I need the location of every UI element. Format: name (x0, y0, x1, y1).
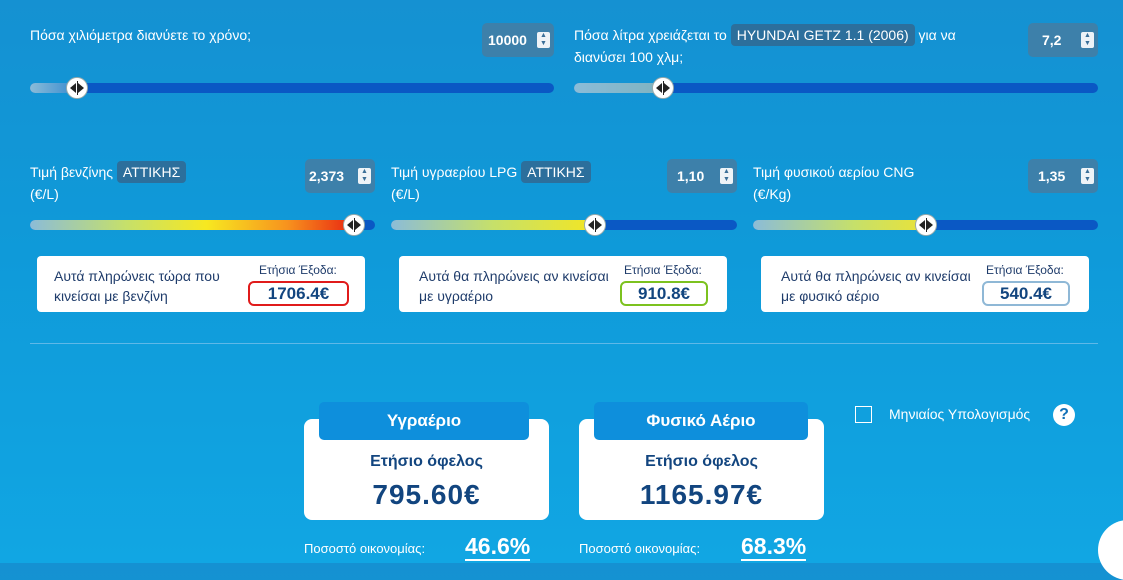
corner-decoration (1098, 520, 1123, 580)
lpg-unit: (€/L) (391, 186, 420, 202)
km-question: Πόσα χιλιόμετρα διανύετε το χρόνο; (30, 27, 251, 43)
petrol-cost-caption: Ετήσια Έξοδα: (259, 263, 337, 277)
cng-cost-amount: 540.4€ (982, 281, 1070, 306)
consumption-question-part3: διανύσει 100 χλμ; (574, 49, 684, 65)
lpg-cost-text: Αυτά θα πληρώνεις αν κινείσαι με υγραέρι… (419, 268, 609, 304)
cng-cost-card: Αυτά θα πληρώνεις αν κινείσαι με φυσικό … (761, 256, 1089, 312)
up-down-spinner-icon[interactable]: ▲ ▼ (1081, 168, 1094, 184)
car-model-chip: HYUNDAI GETZ 1.1 (2006) (730, 24, 915, 46)
petrol-cost-card: Αυτά πληρώνεις τώρα που κινείσαι με βενζ… (37, 256, 365, 312)
km-value: 10000 (488, 32, 527, 48)
cng-benefit-value: 1165.97€ (639, 479, 764, 510)
petrol-region-chip: ΑΤΤΙΚΗΣ (116, 161, 187, 183)
petrol-price-input[interactable]: 2,373 ▲ ▼ (305, 159, 375, 193)
cng-price-value: 1,35 (1038, 168, 1066, 184)
petrol-price-label: Τιμή βενζίνης ΑΤΤΙΚΗΣ (€/L) (30, 161, 187, 205)
lpg-savings-percent: 46.6% (465, 533, 531, 561)
consumption-input[interactable]: 7,2 ▲ ▼ (1028, 23, 1098, 57)
lpg-cost-caption: Ετήσια Έξοδα: (624, 263, 702, 277)
section-divider (30, 343, 1098, 344)
petrol-price-value: 2,373 (309, 168, 345, 184)
cng-benefit-title: Φυσικό Αέριο (594, 402, 808, 440)
lpg-savings-label: Ποσοστό οικονομίας: (304, 541, 426, 556)
km-input[interactable]: 10000 ▲ ▼ (482, 23, 554, 57)
cng-cost-caption: Ετήσια Έξοδα: (986, 263, 1064, 277)
lpg-price-value: 1,10 (677, 168, 705, 184)
slider-thumb-icon[interactable] (914, 214, 937, 236)
cng-savings-label: Ποσοστό οικονομίας: (579, 541, 701, 556)
petrol-unit: (€/L) (30, 186, 59, 202)
slider-thumb-icon[interactable] (343, 214, 366, 236)
slider-thumb-icon[interactable] (652, 77, 675, 99)
consumption-value: 7,2 (1042, 32, 1062, 48)
consumption-question-part2: για να (918, 27, 956, 43)
cng-price-label: Τιμή φυσικού αερίου CNG (€/Kg) (753, 161, 914, 205)
consumption-slider[interactable] (574, 77, 1098, 99)
lpg-price-label: Τιμή υγραερίου LPG ΑΤΤΙΚΗΣ (€/L) (391, 161, 591, 205)
slider-thumb-icon[interactable] (584, 214, 607, 236)
cng-savings-percent: 68.3% (741, 533, 807, 561)
up-down-spinner-icon[interactable]: ▲ ▼ (537, 32, 550, 48)
slider-thumb-icon[interactable] (66, 77, 89, 99)
cng-price-slider[interactable] (753, 214, 1098, 236)
lpg-benefit-subtitle: Ετήσιο όφελος (370, 453, 483, 470)
monthly-checkbox[interactable] (855, 406, 872, 423)
petrol-cost-text: Αυτά πληρώνεις τώρα που κινείσαι με βενζ… (54, 268, 220, 304)
up-down-spinner-icon[interactable]: ▲ ▼ (358, 168, 371, 184)
lpg-price-input[interactable]: 1,10 ▲ ▼ (667, 159, 737, 193)
up-down-spinner-icon[interactable]: ▲ ▼ (1081, 32, 1094, 48)
cng-benefit-subtitle: Ετήσιο όφελος (645, 453, 758, 470)
cng-cost-text: Αυτά θα πληρώνεις αν κινείσαι με φυσικό … (781, 268, 971, 304)
consumption-question: Πόσα λίτρα χρειάζεται το HYUNDAI GETZ 1.… (574, 24, 994, 68)
cng-unit: (€/Kg) (753, 186, 792, 202)
cng-price-input[interactable]: 1,35 ▲ ▼ (1028, 159, 1098, 193)
lpg-region-chip: ΑΤΤΙΚΗΣ (521, 161, 591, 183)
monthly-label: Μηνιαίος Υπολογισμός (889, 406, 1031, 422)
petrol-cost-amount: 1706.4€ (248, 281, 349, 306)
question-circle-icon[interactable]: ? (1053, 404, 1075, 426)
petrol-price-slider[interactable] (30, 214, 375, 236)
lpg-price-slider[interactable] (391, 214, 737, 236)
lpg-cost-card: Αυτά θα πληρώνεις αν κινείσαι με υγραέρι… (399, 256, 727, 312)
lpg-cost-amount: 910.8€ (620, 281, 708, 306)
lpg-benefit-title: Υγραέριο (319, 402, 529, 440)
lpg-price-title: Τιμή υγραερίου LPG (391, 164, 518, 180)
petrol-price-title: Τιμή βενζίνης (30, 164, 113, 180)
lpg-benefit-value: 795.60€ (372, 479, 481, 510)
cng-price-title: Τιμή φυσικού αερίου CNG (753, 164, 915, 180)
km-slider[interactable] (30, 77, 554, 99)
consumption-question-part1: Πόσα λίτρα χρειάζεται το (574, 27, 727, 43)
up-down-spinner-icon[interactable]: ▲ ▼ (720, 168, 733, 184)
